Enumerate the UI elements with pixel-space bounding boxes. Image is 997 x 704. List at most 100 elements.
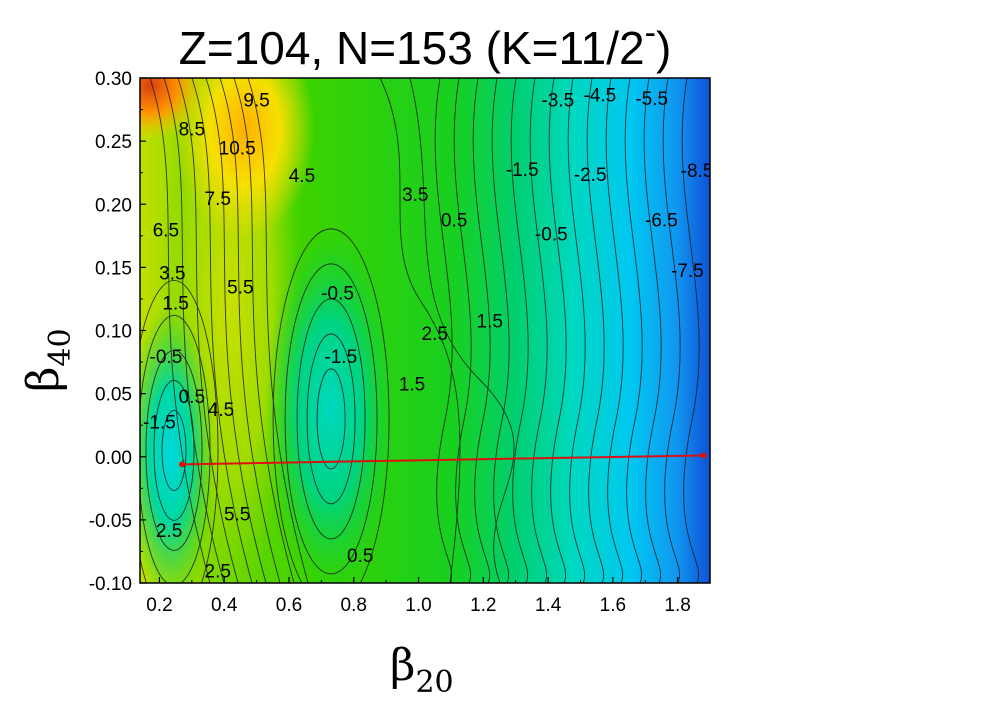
y-axis-label: β40 [18, 328, 78, 392]
x-axis-label: β20 [390, 640, 454, 700]
x-tick-label: 1.2 [470, 595, 496, 616]
x-tick-label: 1.8 [664, 595, 690, 616]
x-tick-label: 1.4 [535, 595, 562, 616]
contour-label: -1.5 [143, 412, 176, 433]
contour-line [145, 349, 203, 551]
contour-line [453, 78, 472, 583]
y-tick-label: 0.20 [95, 195, 132, 216]
contour-label: 7.5 [205, 189, 231, 210]
contour-label: 0.5 [179, 387, 205, 408]
contour-line [177, 78, 239, 583]
x-tick-label: 0.2 [146, 595, 172, 616]
contour-label: 5.5 [227, 277, 253, 298]
contour-line [491, 78, 510, 583]
contour-label: -0.5 [321, 284, 354, 305]
fission-path-line [182, 454, 704, 466]
contour-line [681, 78, 700, 583]
x-tick-label: 1.6 [600, 595, 626, 616]
contour-label: 5.5 [224, 505, 250, 526]
contour-line [247, 78, 309, 583]
contour-line [567, 78, 586, 583]
contour-line [624, 78, 643, 583]
contour-lines [140, 78, 700, 583]
y-tick-label: 0.10 [95, 322, 132, 343]
title-end: ) [656, 22, 671, 74]
contour-label: 2.5 [205, 561, 231, 582]
contour-line [306, 333, 356, 505]
y-tick-label: 0.25 [95, 132, 132, 153]
fission-path-endpoint [179, 461, 186, 468]
x-axis-label-subscript: 20 [415, 665, 453, 700]
contour-label: 2.5 [156, 521, 182, 542]
y-tick-label: 0.15 [95, 258, 132, 279]
contour-line [605, 78, 624, 583]
contour-label: -0.5 [150, 347, 183, 368]
contour-line [662, 78, 681, 583]
contour-label: -5.5 [635, 89, 668, 110]
contour-label: -1.5 [506, 160, 539, 181]
contour-label: -3.5 [541, 90, 574, 111]
x-tick-label: 1.0 [405, 595, 431, 616]
contour-label: 10.5 [219, 138, 256, 159]
contour-label: -2.5 [574, 165, 607, 186]
contour-line [296, 298, 366, 540]
contour-line [272, 228, 390, 583]
contour-label: -0.5 [535, 224, 568, 245]
contour-label: -4.5 [584, 85, 617, 106]
y-tick-label: -0.05 [89, 511, 132, 532]
contour-label: -6.5 [645, 210, 678, 231]
contour-line [316, 368, 346, 470]
contour-line [379, 78, 461, 583]
contour-label: 6.5 [153, 221, 179, 242]
contour-line [472, 78, 491, 583]
contour-label: 3.5 [402, 185, 428, 206]
contour-line [219, 78, 281, 583]
contour-line [284, 263, 378, 575]
contour-line [643, 78, 662, 583]
contour-line [548, 78, 567, 583]
svg-text:β40: β40 [18, 328, 78, 392]
chart-title: Z=104, N=153 (K=11/2-) [179, 14, 672, 74]
y-tick-label: -0.10 [89, 574, 132, 595]
x-tick-label: 0.4 [211, 595, 238, 616]
y-tick-label: 0.05 [95, 385, 132, 406]
contour-line [529, 78, 548, 583]
contour-label: 1.5 [162, 294, 188, 315]
contour-line [149, 78, 211, 583]
x-tick-label: 0.8 [341, 595, 367, 616]
plot-area: 9.58.510.54.57.56.53.55.51.5 -0.5-0.50.54… [140, 78, 714, 583]
x-tick-label: 0.6 [276, 595, 302, 616]
contour-line [161, 409, 187, 491]
contour-label: 1.5 [477, 311, 503, 332]
contour-label: 0.5 [441, 210, 467, 231]
x-axis: 0.2 0.4 0.6 0.8 1.0 1.2 1.4 1.6 1.8 [146, 577, 711, 616]
fission-path-endpoint [700, 452, 707, 459]
contour-line [140, 280, 219, 583]
svg-text:β20: β20 [390, 640, 454, 700]
contour-line [163, 78, 225, 583]
y-tick-label: 0.00 [95, 448, 132, 469]
fission-path [179, 452, 707, 468]
contour-label: -1.5 [324, 347, 357, 368]
contour-labels: 9.58.510.54.57.56.53.55.51.5 -0.5-0.50.54… [143, 85, 714, 582]
color-field-left-well [140, 305, 215, 583]
title-main: Z=104, N=153 (K=11/2 [179, 22, 645, 74]
contour-line [205, 78, 267, 583]
contour-label: -8.5 [681, 161, 714, 182]
contour-label: 4.5 [289, 166, 315, 187]
contour-label: 8.5 [179, 120, 205, 141]
color-field-yellow-upper [175, 78, 315, 240]
contour-line [153, 379, 195, 521]
contour-line [233, 78, 295, 583]
contour-line [434, 78, 453, 583]
y-axis-label-symbol: β [18, 367, 69, 392]
contour-line [191, 78, 253, 583]
color-field-mid-well [265, 230, 395, 583]
contour-label: 3.5 [159, 263, 185, 284]
contour-label: 2.5 [422, 324, 448, 345]
contour-line [409, 78, 515, 583]
title-superscript: - [645, 14, 656, 52]
y-tick-label: 0.30 [95, 69, 132, 90]
contour-label: 4.5 [208, 400, 234, 421]
